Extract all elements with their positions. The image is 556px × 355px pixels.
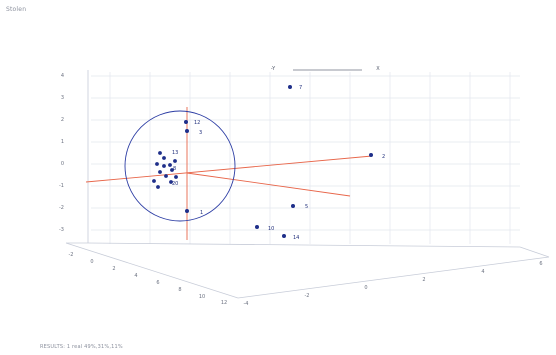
point-label: 3 xyxy=(199,130,202,136)
x-tick-label: 6 xyxy=(156,280,159,286)
x-tick-label: 12 xyxy=(221,300,227,306)
x-axis-ticks: -2 0 2 4 6 8 10 12 xyxy=(69,252,228,306)
data-point xyxy=(158,170,162,174)
point-label: 14 xyxy=(293,235,299,241)
data-point xyxy=(164,174,168,178)
point-label: 12 xyxy=(194,120,200,126)
z-tick-label: 1 xyxy=(61,139,64,145)
window-title: Stolen xyxy=(6,6,27,13)
z-tick-label: 3 xyxy=(61,95,64,101)
y-tick-label: -4 xyxy=(244,301,249,307)
data-point xyxy=(173,159,177,163)
data-point xyxy=(174,175,178,179)
x-tick-label: -2 xyxy=(69,252,74,258)
background-grid xyxy=(91,72,520,244)
status-line: RESULTS: 1 real 49%,31%,11% xyxy=(40,344,123,350)
data-point-7 xyxy=(288,85,292,89)
labeled-points: 7 12 3 2 5 1 10 14 xyxy=(184,85,385,241)
box-axis-line xyxy=(65,242,239,299)
cluster-labels: 13 8 20 xyxy=(172,150,178,187)
data-point-10 xyxy=(255,225,259,229)
z-axis-ticks: 4 3 2 1 0 -1 -2 -3 xyxy=(59,73,64,233)
cross-line-horizontal xyxy=(85,155,373,183)
z-tick-label: -1 xyxy=(59,183,64,189)
z-tick-label: 2 xyxy=(61,117,64,123)
x-tick-label: 10 xyxy=(199,294,205,300)
point-label: 2 xyxy=(382,154,385,160)
data-point xyxy=(155,162,159,166)
y-tick-label: 0 xyxy=(364,285,367,291)
data-point xyxy=(156,185,160,189)
data-point xyxy=(168,163,172,167)
data-point xyxy=(162,164,166,168)
y-tick-label: -2 xyxy=(305,293,310,299)
x-tick-label: 0 xyxy=(90,259,93,265)
cluster-label: 8 xyxy=(173,166,176,172)
z-tick-label: 4 xyxy=(61,73,64,79)
data-point xyxy=(169,180,173,184)
legend-left-label: -Y xyxy=(271,66,276,72)
box-axis-line xyxy=(87,242,521,248)
box-axes xyxy=(65,70,550,299)
data-point xyxy=(170,168,174,172)
y-tick-label: 4 xyxy=(481,269,484,275)
cluster-label: 20 xyxy=(172,181,178,187)
z-tick-label: 0 xyxy=(61,161,64,167)
data-point-14 xyxy=(282,234,286,238)
data-point-5 xyxy=(291,204,295,208)
data-point-2 xyxy=(369,153,373,157)
point-label: 1 xyxy=(200,210,203,216)
data-point xyxy=(158,151,162,155)
cluster-points xyxy=(152,151,178,189)
data-point-12 xyxy=(184,120,188,124)
cross-line-diagonal xyxy=(186,172,351,197)
point-label: 10 xyxy=(268,226,274,232)
x-tick-label: 4 xyxy=(134,273,137,279)
z-tick-label: -2 xyxy=(59,205,64,211)
data-point xyxy=(162,156,166,160)
origin-cross xyxy=(85,107,373,240)
y-axis-ticks: -4 -2 0 2 4 6 xyxy=(244,261,543,307)
legend: -Y X xyxy=(271,66,380,72)
data-point xyxy=(152,179,156,183)
cluster-label: 13 xyxy=(172,150,178,156)
data-point-1 xyxy=(185,209,189,213)
point-label: 5 xyxy=(305,204,308,210)
x-tick-label: 8 xyxy=(178,287,181,293)
cluster-ring xyxy=(124,110,236,222)
y-tick-label: 6 xyxy=(539,261,542,267)
box-axis-line xyxy=(237,256,550,299)
x-tick-label: 2 xyxy=(112,266,115,272)
legend-right-label: X xyxy=(376,66,380,72)
box-axis-line xyxy=(519,246,550,258)
z-tick-label: -3 xyxy=(59,227,64,233)
data-point-3 xyxy=(185,129,189,133)
point-label: 7 xyxy=(299,85,302,91)
y-tick-label: 2 xyxy=(422,277,425,283)
